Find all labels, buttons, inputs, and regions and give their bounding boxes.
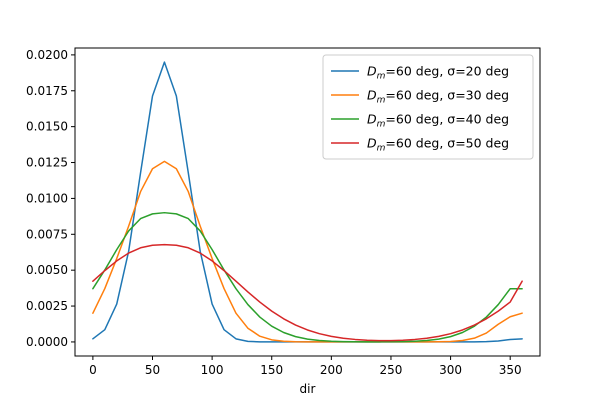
legend-label-subscript: m [377, 120, 386, 130]
x-tick-label: 300 [439, 363, 462, 377]
series-line-2 [92, 211, 523, 343]
x-tick-label: 200 [320, 363, 343, 377]
x-tick-label: 150 [260, 363, 283, 377]
y-tick-label: 0.0200 [26, 48, 68, 62]
legend-label-prefix: D [367, 136, 377, 151]
y-axis-ticks: 0.0000 0.0025 0.0050 0.0075 0.0100 0.0125 0.01… [26, 48, 75, 349]
series-layer [92, 61, 523, 343]
legend-label-2: Dm=60 deg, σ=40 deg [367, 112, 509, 130]
legend-label-0: Dm=60 deg, σ=20 deg [367, 64, 509, 82]
y-tick-label: 0.0075 [26, 227, 68, 241]
x-tick-label: 0 [89, 363, 97, 377]
x-axis-ticks: 0 50 100 150 200 250 300 350 [89, 356, 522, 377]
legend-label-suffix: =60 deg, σ=20 deg [385, 64, 509, 79]
x-tick-label: 50 [145, 363, 160, 377]
legend-label-prefix: D [367, 112, 377, 127]
x-tick-label: 100 [201, 363, 224, 377]
y-tick-label: 0.0050 [26, 263, 68, 277]
y-tick-label: 0.0000 [26, 335, 68, 349]
x-tick-label: 350 [499, 363, 522, 377]
y-tick-label: 0.0150 [26, 120, 68, 134]
legend-label-3: Dm=60 deg, σ=50 deg [367, 136, 509, 154]
legend-label-prefix: D [367, 88, 377, 103]
y-tick-label: 0.0025 [26, 299, 68, 313]
series-line-3 [92, 243, 523, 342]
x-axis-label: dir [300, 382, 316, 396]
legend-label-1: Dm=60 deg, σ=30 deg [367, 88, 509, 106]
x-tick-label: 250 [380, 363, 403, 377]
y-tick-label: 0.0175 [26, 84, 68, 98]
legend-label-suffix: =60 deg, σ=40 deg [385, 112, 509, 127]
legend-label-suffix: =60 deg, σ=30 deg [385, 88, 509, 103]
plot-frame [74, 47, 541, 357]
legend-box [322, 54, 534, 160]
y-tick-label: 0.0125 [26, 156, 68, 170]
legend-label-subscript: m [377, 144, 386, 154]
legend-label-subscript: m [377, 72, 386, 82]
legend-label-suffix: =60 deg, σ=50 deg [385, 136, 509, 151]
legend-label-prefix: D [367, 64, 377, 79]
y-tick-label: 0.0100 [26, 191, 68, 205]
legend-label-subscript: m [377, 96, 386, 106]
series-line-1 [92, 160, 523, 343]
